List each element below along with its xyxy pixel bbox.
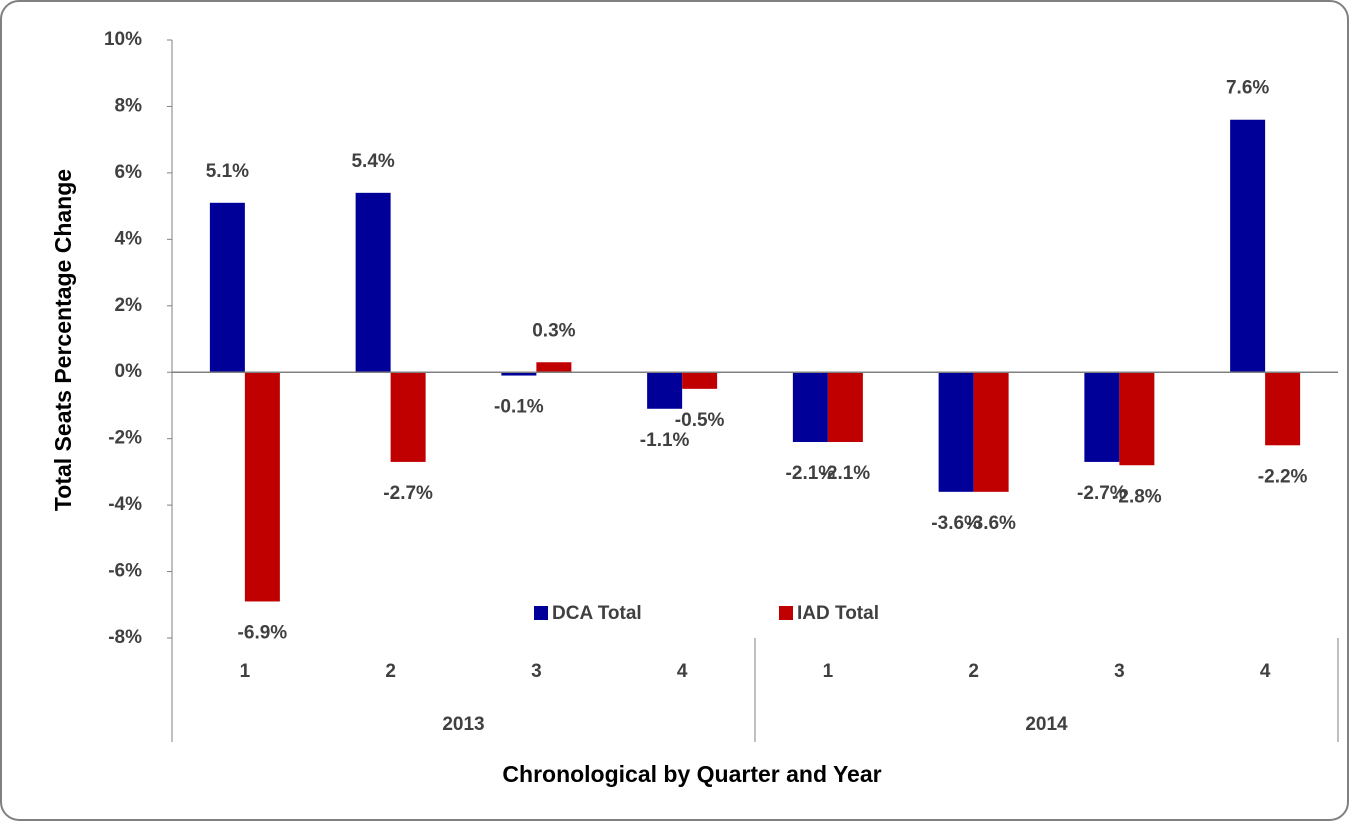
x-tick-label: 3: [1114, 661, 1125, 682]
bar: [390, 372, 426, 462]
bar: [682, 372, 718, 389]
x-tick-label: 2: [385, 661, 396, 682]
data-label: -2.7%: [1077, 483, 1127, 504]
data-label: -6.9%: [238, 622, 288, 643]
legend-label: DCA Total: [552, 603, 642, 624]
data-label: 5.1%: [206, 161, 249, 182]
bar: [536, 362, 572, 373]
x-tick-label: 1: [823, 661, 834, 682]
x-tick-label: 3: [531, 661, 542, 682]
data-label: -2.1%: [821, 463, 871, 484]
x-tick-label: 4: [677, 661, 688, 682]
bar: [973, 372, 1009, 492]
y-tick-label: -2%: [108, 428, 142, 449]
bar: [501, 372, 537, 376]
y-tick-label: 8%: [115, 95, 143, 116]
bar: [244, 372, 280, 602]
data-label: 5.4%: [351, 151, 394, 172]
legend-swatch: [779, 606, 793, 620]
data-label: -2.1%: [786, 463, 836, 484]
bar: [792, 372, 828, 442]
y-tick-label: -8%: [108, 627, 142, 648]
y-tick-label: 4%: [115, 228, 143, 249]
y-tick-label: 2%: [115, 295, 143, 316]
bar: [1265, 372, 1301, 446]
data-label: -0.1%: [494, 397, 544, 418]
x-tick-label: 2: [968, 661, 979, 682]
y-tick-label: 10%: [104, 29, 142, 50]
data-label: -1.1%: [640, 430, 690, 451]
data-label: -0.5%: [675, 410, 725, 431]
x-tick-label: 1: [240, 661, 251, 682]
y-tick-label: -6%: [108, 561, 142, 582]
bar: [1084, 372, 1120, 462]
data-label: -3.6%: [966, 513, 1016, 534]
x-axis-title: Chronological by Quarter and Year: [502, 761, 881, 787]
bar: [1230, 119, 1266, 373]
y-tick-label: 6%: [115, 162, 143, 183]
data-label: -2.7%: [383, 483, 433, 504]
data-label: -2.2%: [1258, 466, 1308, 487]
bar: [209, 202, 245, 373]
bar: [355, 192, 391, 373]
y-tick-label: 0%: [115, 361, 143, 382]
bar: [938, 372, 974, 492]
y-axis-title: Total Seats Percentage Change: [50, 169, 76, 511]
data-label: 0.3%: [532, 320, 575, 341]
group-label: 2013: [442, 714, 484, 735]
data-label: -2.8%: [1112, 486, 1162, 507]
data-label: 7.6%: [1226, 78, 1269, 99]
legend-swatch: [534, 606, 548, 620]
data-label: -3.6%: [931, 513, 981, 534]
y-tick-label: -4%: [108, 494, 142, 515]
bar: [647, 372, 683, 409]
x-tick-label: 4: [1260, 661, 1271, 682]
legend-label: IAD Total: [797, 603, 879, 624]
bar: [827, 372, 863, 442]
bar: [1119, 372, 1155, 466]
group-label: 2014: [1025, 714, 1068, 735]
